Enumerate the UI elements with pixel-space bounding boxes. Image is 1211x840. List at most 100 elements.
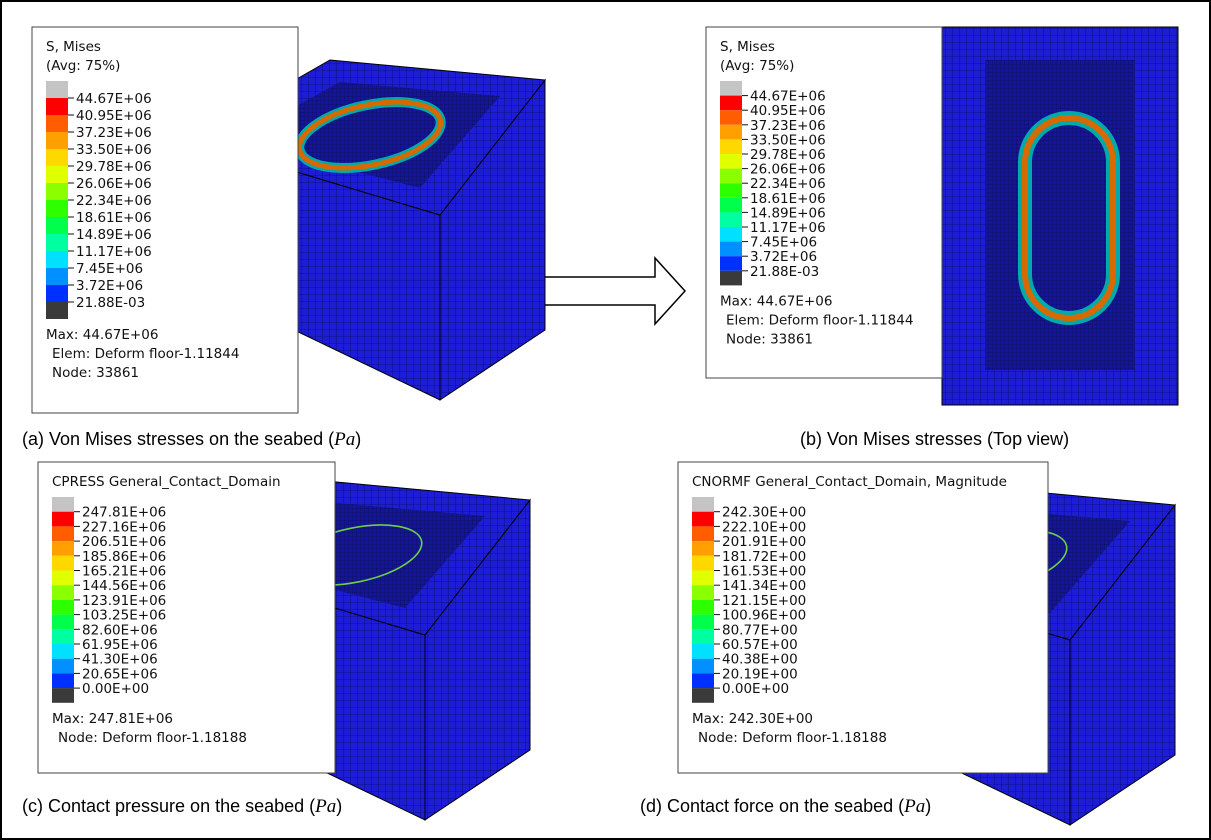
colorbar-label: 80.77E+00 [722, 622, 798, 638]
caption-close: ) [336, 796, 342, 816]
colorbar-label: 7.45E+06 [750, 235, 817, 251]
colorbar-swatch [720, 183, 742, 198]
colorbar-swatch [46, 200, 68, 217]
colorbar-label: 33.50E+06 [750, 132, 826, 148]
colorbar-label: 37.23E+06 [750, 118, 826, 134]
colorbar-label: 33.50E+06 [76, 142, 152, 158]
colorbar-swatch [692, 659, 714, 674]
colorbar-swatch [720, 271, 742, 286]
colorbar-label: 0.00E+00 [82, 681, 149, 697]
legend-footer: Node: 33861 [726, 331, 813, 347]
colorbar-swatch [46, 115, 68, 132]
colorbar-swatch [720, 96, 742, 111]
colorbar-label: 18.61E+06 [76, 210, 152, 226]
colorbar-swatch [692, 585, 714, 600]
colorbar-label: 100.96E+00 [722, 608, 806, 624]
colorbar-swatch [52, 585, 74, 600]
colorbar-swatch [692, 556, 714, 571]
colorbar-label: 21.88E-03 [76, 295, 145, 311]
colorbar-swatch [720, 198, 742, 213]
colorbar-swatch [46, 183, 68, 200]
colorbar-label: 141.34E+00 [722, 578, 806, 594]
colorbar-swatch [692, 629, 714, 644]
colorbar-label: 161.53E+00 [722, 564, 806, 580]
colorbar-swatch [52, 571, 74, 586]
colorbar-swatch [52, 600, 74, 615]
legend-footer: Max: 242.30E+00 [692, 711, 813, 727]
caption: (a) Von Mises stresses on the seabed (Pa… [22, 429, 361, 450]
colorbar-label: 21.88E-03 [750, 264, 819, 280]
colorbar-label: 40.95E+06 [750, 103, 826, 119]
colorbar-swatch [720, 256, 742, 271]
colorbar-swatch [46, 251, 68, 268]
colorbar-swatch [46, 302, 68, 319]
legend-footer: Node: Deform floor-1.18188 [698, 730, 887, 746]
colorbar-label: 165.21E+06 [82, 564, 166, 580]
colorbar-swatch [46, 285, 68, 302]
colorbar-swatch [46, 268, 68, 285]
colorbar-label: 37.23E+06 [76, 125, 152, 141]
caption: (c) Contact pressure on the seabed (Pa) [22, 796, 342, 817]
colorbar-label: 40.38E+00 [722, 652, 798, 668]
colorbar-label: 181.72E+00 [722, 549, 806, 565]
colorbar-label: 185.86E+06 [82, 549, 166, 565]
colorbar-label: 14.89E+06 [76, 227, 152, 243]
colorbar-swatch [46, 98, 68, 115]
colorbar-swatch [46, 234, 68, 251]
colorbar-swatch [692, 688, 714, 703]
colorbar-label: 20.19E+00 [722, 666, 798, 682]
colorbar-label: 61.95E+06 [82, 637, 158, 653]
colorbar-label: 121.15E+00 [722, 593, 806, 609]
colorbar-swatch [692, 644, 714, 659]
colorbar-swatch [692, 526, 714, 541]
colorbar-label: 227.16E+06 [82, 519, 166, 535]
colorbar-swatch [52, 556, 74, 571]
colorbar-label: 22.34E+06 [76, 193, 152, 209]
caption-unit: Pa [903, 796, 925, 817]
colorbar-swatch [692, 512, 714, 527]
caption-text: (b) Von Mises stresses (Top view) [800, 429, 1069, 449]
colorbar-label: 41.30E+06 [82, 652, 158, 668]
colorbar-label: 242.30E+00 [722, 505, 806, 521]
colorbar-label: 144.56E+06 [82, 578, 166, 594]
colorbar-label: 201.91E+00 [722, 534, 806, 550]
legend-title: (Avg: 75%) [46, 58, 120, 74]
colorbar-label: 247.81E+06 [82, 505, 166, 521]
colorbar-swatch [720, 110, 742, 125]
colorbar-swatch [46, 217, 68, 234]
colorbar-swatch [52, 644, 74, 659]
colorbar-label: 11.17E+06 [750, 220, 826, 236]
colorbar-swatch [52, 629, 74, 644]
legend-footer: Max: 247.81E+06 [52, 711, 173, 727]
colorbar-swatch [692, 600, 714, 615]
caption-text: (c) Contact pressure on the seabed ( [22, 796, 315, 816]
legend-footer: Max: 44.67E+06 [46, 327, 158, 343]
caption-close: ) [355, 429, 361, 449]
colorbar-swatch [692, 615, 714, 630]
colorbar-swatch [52, 497, 74, 512]
colorbar-swatch [720, 154, 742, 169]
colorbar-swatch [692, 497, 714, 512]
colorbar-swatch [52, 512, 74, 527]
colorbar-swatch [720, 81, 742, 96]
colorbar-swatch [720, 227, 742, 242]
colorbar-swatch [720, 139, 742, 154]
figure: S, Mises(Avg: 75%)44.67E+0640.95E+0637.2… [0, 0, 1211, 840]
legend-footer: Elem: Deform floor-1.11844 [52, 346, 239, 362]
caption-unit: Pa [314, 796, 336, 817]
colorbar-label: 123.91E+06 [82, 593, 166, 609]
colorbar-swatch [692, 541, 714, 556]
colorbar-label: 44.67E+06 [750, 89, 826, 105]
legend-footer: Node: Deform floor-1.18188 [58, 730, 247, 746]
colorbar-swatch [720, 242, 742, 257]
colorbar-label: 44.67E+06 [76, 91, 152, 107]
colorbar-swatch [52, 673, 74, 688]
caption: (d) Contact force on the seabed (Pa) [640, 796, 931, 817]
colorbar-swatch [720, 212, 742, 227]
caption-unit: Pa [333, 429, 355, 450]
colorbar-label: 29.78E+06 [76, 159, 152, 175]
colorbar-label: 22.34E+06 [750, 176, 826, 192]
colorbar-swatch [52, 526, 74, 541]
colorbar-swatch [720, 125, 742, 140]
legend-title: CNORMF General_Contact_Domain, Magnitude [692, 474, 1007, 490]
